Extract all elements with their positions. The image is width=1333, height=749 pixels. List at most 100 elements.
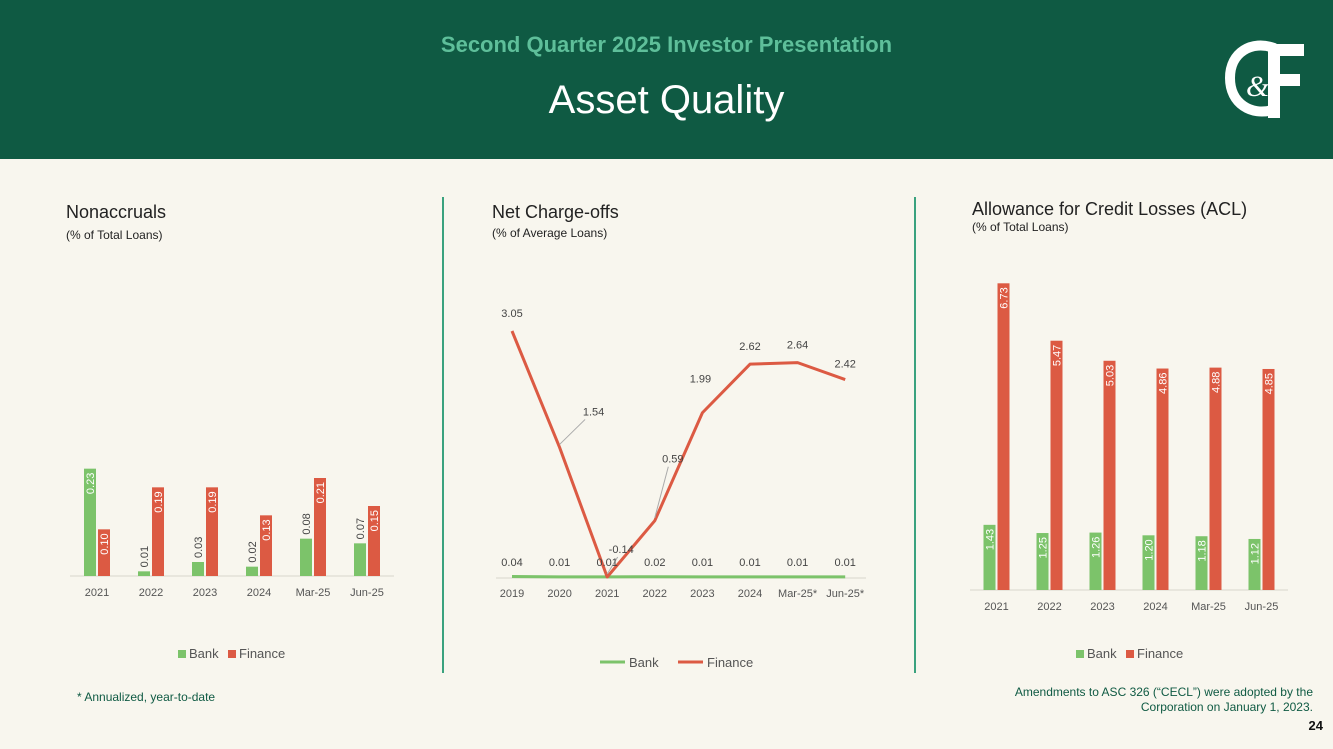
acl-label-bank-0: 1.43 [985,529,997,550]
nonaccruals-bar-finance-3 [260,515,272,576]
nonaccruals-label-finance-3: 0.13 [261,519,273,540]
acl-legend-bank-swatch [1076,650,1084,658]
acl-bar-finance-0 [997,283,1010,590]
chargeoffs-tick-5: 2024 [738,588,762,600]
nonaccruals-label-bank-2: 0.03 [193,537,205,558]
nonaccruals-bar-finance-0 [98,529,110,576]
chargeoffs-tick-2: 2021 [595,588,619,600]
acl-legend-bank: Bank [1087,646,1117,661]
cf-logo: & [1224,40,1304,118]
chargeoffs-label-bank-3: 0.02 [644,557,665,569]
svg-text:&: & [1246,70,1270,103]
nonaccruals-bar-bank-4 [300,538,312,576]
acl-bar-finance-5 [1262,368,1275,590]
chargeoffs-label-bank-7: 0.01 [834,557,855,569]
acl-bar-bank-1 [1036,533,1049,590]
chargeoffs-tick-0: 2019 [500,588,524,600]
chargeoffs-label-finance-2: -0.14 [609,544,634,556]
nonaccruals-tick-3: 2024 [247,587,271,599]
acl-title: Allowance for Credit Losses (ACL) [972,199,1248,219]
footnote-cecl-line2: Corporation on January 1, 2023. [1140,700,1313,714]
chargeoffs-label-bank-5: 0.01 [739,557,760,569]
nonaccruals-bar-bank-1 [138,571,150,576]
chargeoffs-label-bank-1: 0.01 [549,557,570,569]
chargeoffs-leader-2 [606,556,619,575]
acl-label-bank-3: 1.20 [1144,539,1156,560]
chargeoffs-label-finance-7: 2.42 [834,359,855,371]
chargeoffs-label-finance-5: 2.62 [739,341,760,353]
nonaccruals-title: Nonaccruals [66,202,167,222]
divider-left [442,197,444,673]
acl-label-finance-3: 4.86 [1158,373,1170,394]
chargeoffs-tick-3: 2022 [643,588,667,600]
acl-tick-4: Mar-25 [1191,601,1226,613]
acl-tick-3: 2024 [1143,601,1167,613]
acl-label-finance-1: 5.47 [1052,345,1064,366]
header-banner [0,0,1333,159]
chargeoffs-label-bank-2: 0.01 [596,557,617,569]
slide-title: Asset Quality [548,78,785,122]
nonaccruals-label-bank-1: 0.01 [139,546,151,567]
footnote-cecl-line1: Amendments to ASC 326 (“CECL”) were adop… [1014,685,1313,699]
chargeoffs-leader-1 [559,419,586,445]
nonaccruals-bar-bank-2 [192,562,204,576]
acl-bar-bank-3 [1142,535,1155,590]
nonaccruals-bar-finance-5 [368,506,380,576]
chargeoffs-label-finance-6: 2.64 [787,340,808,352]
acl-bar-bank-5 [1248,538,1261,590]
acl-tick-5: Jun-25 [1245,601,1279,613]
footnote-cecl: Amendments to ASC 326 (“CECL”) were adop… [1015,685,1313,715]
nonaccruals-tick-2: 2023 [193,587,217,599]
nonaccruals-bar-finance-1 [152,487,164,576]
nonaccruals-legend-finance-swatch [228,650,236,658]
acl-bar-bank-0 [983,524,996,590]
chargeoffs-label-finance-0: 3.05 [501,308,522,320]
nonaccruals-label-bank-0: 0.23 [85,473,97,494]
nonaccruals-tick-1: 2022 [139,587,163,599]
chargeoffs-line-finance [510,330,846,579]
nonaccruals-tick-4: Mar-25 [296,587,331,599]
acl-tick-1: 2022 [1037,601,1061,613]
nonaccruals-label-bank-5: 0.07 [355,518,367,539]
acl-legend-finance: Finance [1137,646,1183,661]
acl-label-bank-2: 1.26 [1091,537,1103,558]
divider-right [914,197,916,673]
chargeoffs-label-bank-6: 0.01 [787,557,808,569]
nonaccruals-bar-bank-3 [246,566,258,576]
acl-bar-finance-3 [1156,368,1169,590]
nonaccruals-legend-finance: Finance [239,646,285,661]
chargeoffs-tick-7: Jun-25* [826,588,865,600]
acl-subtitle: (% of Total Loans) [972,220,1069,234]
chargeoffs-label-bank-4: 0.01 [692,557,713,569]
page-number: 24 [1308,718,1323,733]
acl-bar-bank-2 [1089,532,1102,590]
chargeoffs-subtitle: (% of Average Loans) [492,226,608,240]
nonaccruals-label-finance-0: 0.10 [99,533,111,554]
nonaccruals-legend-bank-swatch [178,650,186,658]
chargeoffs-legend-finance: Finance [707,655,753,670]
nonaccruals-label-finance-1: 0.19 [153,491,165,512]
acl-label-bank-1: 1.25 [1038,537,1050,558]
acl-label-finance-0: 6.73 [999,287,1011,308]
chargeoffs-label-bank-0: 0.04 [501,557,522,569]
nonaccruals-label-finance-4: 0.21 [315,482,327,503]
acl-label-finance-5: 4.85 [1264,373,1276,394]
acl-label-bank-5: 1.12 [1250,543,1262,564]
presentation-subtitle: Second Quarter 2025 Investor Presentatio… [440,32,893,57]
nonaccruals-label-bank-3: 0.02 [247,541,259,562]
chargeoffs-tick-6: Mar-25* [778,588,818,600]
acl-label-bank-4: 1.18 [1197,540,1209,561]
nonaccruals-label-finance-2: 0.19 [207,491,219,512]
nonaccruals-bar-finance-4 [314,478,326,576]
nonaccruals-bar-finance-2 [206,487,218,576]
acl-tick-0: 2021 [984,601,1008,613]
acl-legend-finance-swatch [1126,650,1134,658]
chargeoffs-legend-bank: Bank [629,655,659,670]
nonaccruals-tick-5: Jun-25 [350,587,384,599]
acl-bar-finance-2 [1103,360,1116,590]
nonaccruals-label-bank-4: 0.08 [301,513,313,534]
acl-bar-finance-4 [1209,367,1222,590]
nonaccruals-bar-bank-5 [354,543,366,576]
chargeoffs-tick-1: 2020 [547,588,571,600]
